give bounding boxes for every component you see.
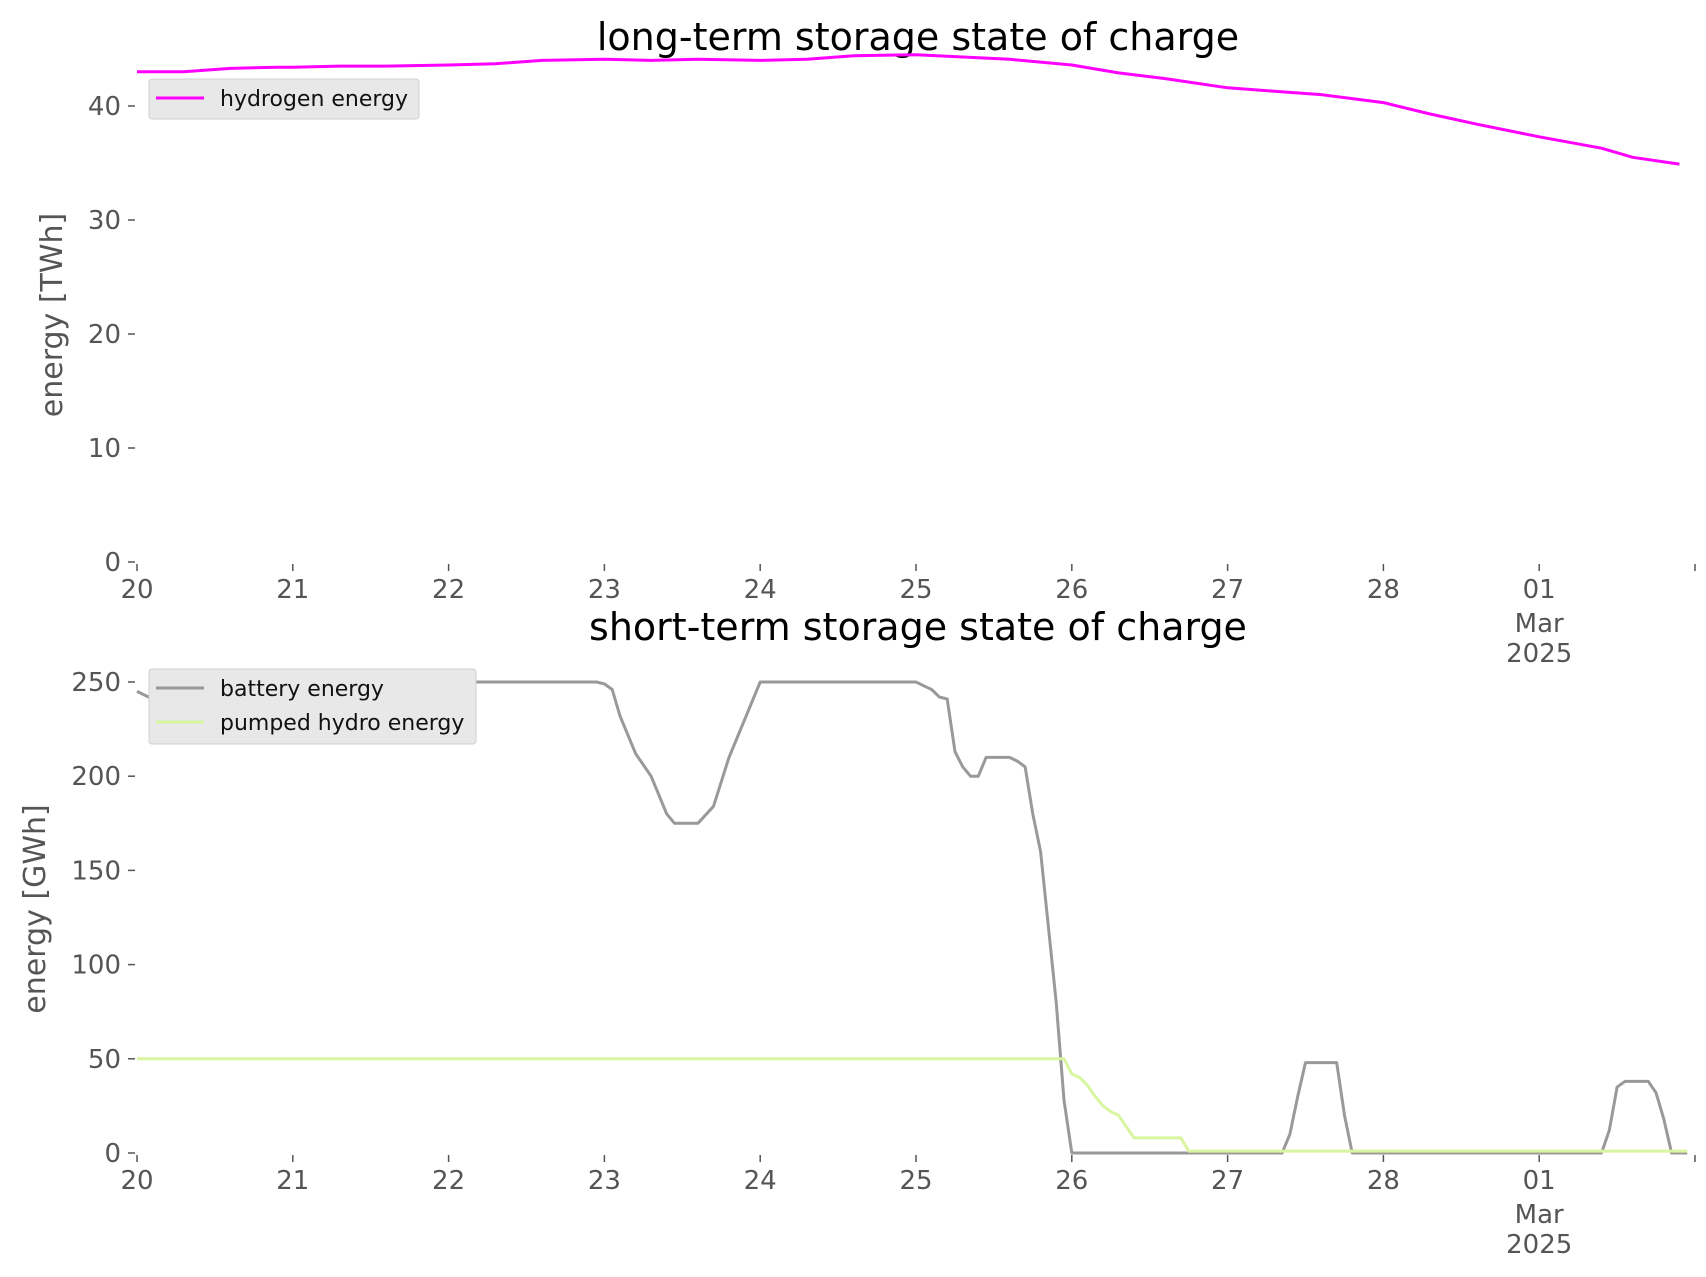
x-tick-label: 26 [1055, 1166, 1088, 1196]
long-term-subplot: long-term storage state of charge energy… [35, 15, 1696, 669]
bottom-legend: battery energy pumped hydro energy [148, 668, 477, 745]
y-tick-label: 200 [71, 762, 121, 792]
x-tick-label: 28 [1367, 575, 1400, 605]
top-y-ticks: 0 10 20 30 40 [88, 92, 135, 578]
top-y-axis-label: energy [TWh] [35, 213, 70, 417]
x-tick-label: 26 [1055, 575, 1088, 605]
x-tick-label: 22 [432, 1166, 465, 1196]
bottom-y-axis-label: energy [GWh] [18, 804, 53, 1013]
y-tick-label: 50 [88, 1045, 121, 1075]
y-tick-label: 30 [88, 206, 121, 236]
legend-label-hydrogen: hydrogen energy [220, 87, 408, 112]
x-tick-label: 24 [744, 1166, 777, 1196]
x-tick-label: 20 [120, 575, 153, 605]
series-line-hydrogen-energy [137, 53, 1680, 166]
y-tick-label: 20 [88, 320, 121, 350]
x-tick-sublabel: 2025 [1506, 639, 1572, 669]
series-line-battery-energy [136, 680, 1688, 1155]
short-term-subplot: short-term storage state of charge energ… [18, 605, 1696, 1260]
bottom-chart-title: short-term storage state of charge [589, 605, 1247, 649]
y-tick-label: 100 [71, 951, 121, 981]
x-tick-label: 28 [1367, 1166, 1400, 1196]
x-tick-label: 01 [1523, 575, 1556, 605]
series-line-pumped-hydro-energy [137, 1057, 1688, 1153]
top-legend: hydrogen energy [148, 78, 420, 120]
x-tick-label: 23 [588, 575, 621, 605]
legend-label-battery: battery energy [220, 677, 384, 702]
bottom-y-ticks: 0 50 100 150 200 250 [71, 668, 135, 1169]
y-tick-label: 0 [104, 1139, 121, 1169]
y-tick-label: 150 [71, 856, 121, 886]
top-legend-box [148, 78, 420, 120]
x-tick-label: 23 [588, 1166, 621, 1196]
y-tick-label: 0 [104, 548, 121, 578]
x-tick-label: 27 [1211, 575, 1244, 605]
top-chart-title: long-term storage state of charge [597, 15, 1239, 59]
x-tick-label: 22 [432, 575, 465, 605]
y-tick-label: 10 [88, 434, 121, 464]
y-tick-label: 40 [88, 92, 121, 122]
x-tick-sublabel: Mar [1515, 609, 1564, 639]
legend-label-pumped-hydro: pumped hydro energy [220, 711, 464, 736]
x-tick-label: 21 [276, 1166, 309, 1196]
x-tick-label: 21 [276, 575, 309, 605]
x-tick-label: 20 [120, 1166, 153, 1196]
x-tick-label: 25 [899, 575, 932, 605]
bottom-series-lines [136, 680, 1688, 1155]
x-tick-label: 24 [744, 575, 777, 605]
x-tick-sublabel: Mar [1515, 1200, 1564, 1230]
y-tick-label: 250 [71, 668, 121, 698]
x-tick-label: 01 [1523, 1166, 1556, 1196]
x-tick-sublabel: 2025 [1506, 1230, 1572, 1260]
x-tick-label: 27 [1211, 1166, 1244, 1196]
x-tick-label: 25 [899, 1166, 932, 1196]
bottom-legend-box [148, 668, 477, 745]
top-series-lines [137, 53, 1680, 166]
